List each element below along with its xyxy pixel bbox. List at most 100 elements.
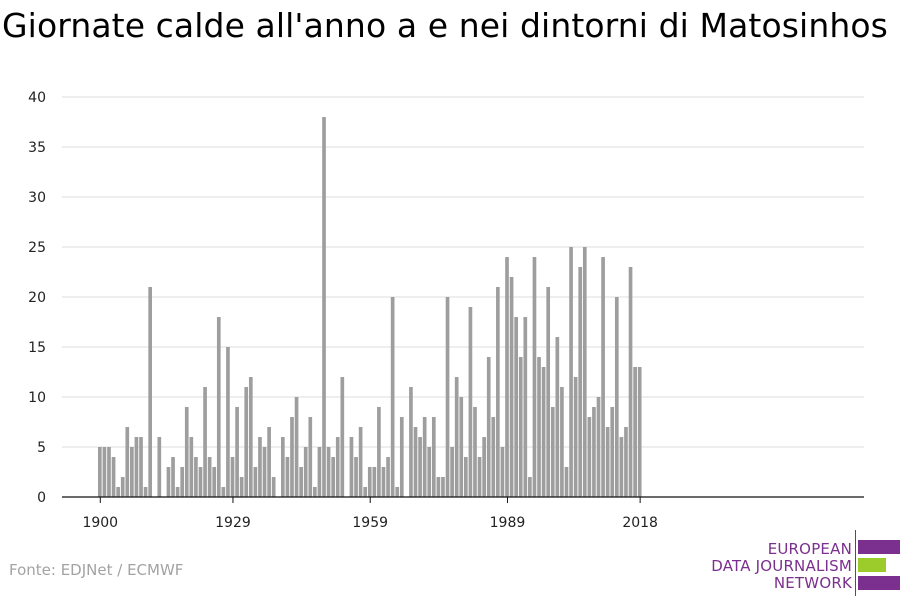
bar: [628, 267, 633, 497]
bar: [541, 367, 546, 497]
bar: [98, 447, 102, 497]
bar: [381, 467, 386, 497]
bar: [358, 427, 363, 497]
x-tick-label: 1929: [215, 515, 251, 531]
bar: [130, 447, 134, 497]
y-tick-label: 30: [28, 190, 46, 206]
bar: [445, 297, 450, 497]
logo-line-2: DATA JOURNALISM: [711, 557, 852, 575]
bar: [468, 307, 473, 497]
bar: [555, 337, 560, 497]
bar: [262, 447, 267, 497]
bar: [564, 467, 569, 497]
bar: [459, 397, 464, 497]
bar: [189, 437, 194, 497]
bar: [203, 387, 207, 497]
bar: [532, 257, 537, 497]
bar: [244, 387, 249, 497]
bar: [299, 467, 303, 497]
bar: [372, 467, 377, 497]
bar: [111, 457, 116, 497]
y-tick-label: 35: [28, 140, 46, 156]
bar: [399, 417, 404, 497]
gridlines: [62, 96, 864, 448]
bar: [569, 247, 573, 497]
bar: [166, 467, 171, 497]
bar: [290, 417, 294, 497]
bar: [294, 397, 299, 497]
bar: [212, 467, 217, 497]
bar-chart: 0 5 10 15 20 25 30 35 40 1900 1929 1959 1989 2018: [28, 90, 864, 531]
y-tick-label: 5: [37, 440, 46, 456]
bar: [637, 367, 642, 497]
bar: [546, 287, 551, 497]
bar: [614, 297, 619, 497]
bar: [326, 447, 331, 497]
bar: [486, 357, 491, 497]
chart-title: Giornate calde all'anno a e nei dintorni…: [2, 6, 888, 45]
bar: [450, 447, 454, 497]
bar: [587, 417, 592, 497]
bar: [120, 477, 125, 497]
bar: [175, 487, 180, 497]
x-tick-label: 1989: [490, 515, 526, 531]
bar: [157, 437, 162, 497]
y-tick-label: 15: [28, 340, 46, 356]
bar: [248, 377, 253, 497]
bar: [322, 117, 326, 497]
bar: [367, 467, 372, 497]
bar: [239, 477, 244, 497]
x-tick-label: 2018: [622, 515, 658, 531]
bar: [610, 407, 615, 497]
bar: [537, 357, 541, 497]
bar: [441, 477, 445, 497]
bar: [523, 317, 528, 497]
bar: [592, 407, 596, 497]
edjnet-logo: EUROPEAN DATA JOURNALISM NETWORK: [700, 530, 900, 598]
bar: [436, 477, 441, 497]
y-tick-label: 40: [28, 90, 46, 106]
logo-bar-3: [858, 576, 900, 590]
bar: [477, 457, 482, 497]
bar: [473, 407, 477, 497]
x-axis: 1900 1929 1959 1989 2018: [62, 496, 864, 531]
bar: [171, 457, 175, 497]
bar: [216, 317, 221, 497]
y-tick-label: 25: [28, 240, 46, 256]
bar: [349, 437, 354, 497]
bar: [413, 427, 418, 497]
bar: [409, 387, 413, 497]
bar: [560, 387, 564, 497]
bar: [578, 267, 583, 497]
bar: [116, 487, 120, 497]
bar: [308, 417, 313, 497]
bar: [518, 357, 523, 497]
bar: [505, 257, 509, 497]
bar: [267, 427, 271, 497]
bar: [125, 427, 130, 497]
bar: [230, 457, 235, 497]
logo-line-3: NETWORK: [773, 574, 852, 592]
bar: [491, 417, 496, 497]
bar: [354, 457, 358, 497]
bar: [464, 457, 468, 497]
bar: [377, 407, 381, 497]
bar: [317, 447, 322, 497]
bar: [482, 437, 486, 497]
bar: [194, 457, 198, 497]
bar: [207, 457, 212, 497]
bar: [395, 487, 400, 497]
bar: [431, 417, 436, 497]
bar: [418, 437, 422, 497]
bar: [390, 297, 395, 497]
bar: [514, 317, 518, 497]
logo-divider: [855, 530, 856, 596]
bar: [335, 437, 340, 497]
bar: [550, 407, 555, 497]
bar: [258, 437, 262, 497]
bar: [221, 487, 226, 497]
bar: [184, 407, 189, 497]
logo-line-1: EUROPEAN: [767, 540, 852, 558]
bar: [601, 257, 605, 497]
bar: [633, 367, 637, 497]
